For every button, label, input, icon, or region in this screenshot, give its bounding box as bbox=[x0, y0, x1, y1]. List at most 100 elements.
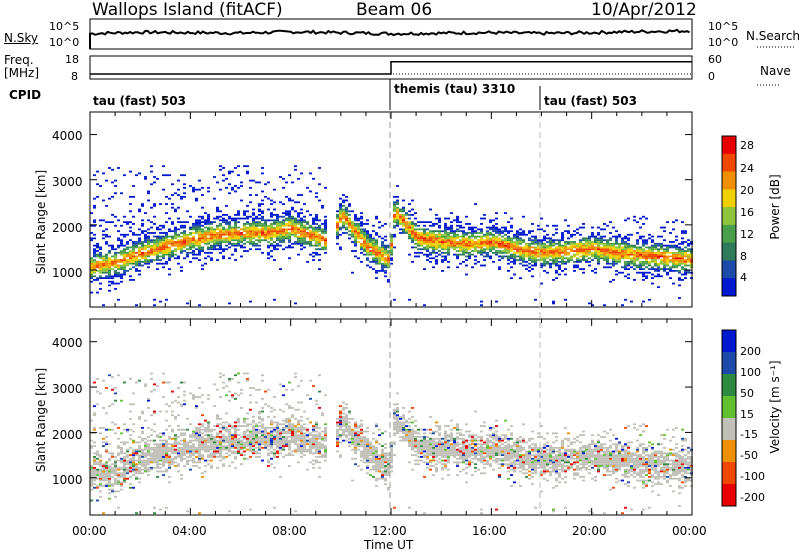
power-cell bbox=[603, 248, 606, 251]
power-cell bbox=[381, 242, 384, 245]
power-cell bbox=[273, 233, 276, 236]
power-cell bbox=[168, 197, 171, 200]
power-cell bbox=[300, 237, 303, 240]
power-cell bbox=[525, 250, 528, 252]
power-cell bbox=[291, 242, 294, 245]
power-cell bbox=[105, 275, 108, 278]
power-cell bbox=[459, 262, 462, 265]
power-cell bbox=[273, 230, 276, 233]
power-cell bbox=[234, 223, 237, 225]
velocity-cell bbox=[294, 426, 297, 429]
power-cell bbox=[501, 250, 504, 252]
velocity-cell bbox=[309, 450, 312, 453]
velocity-cell bbox=[123, 428, 126, 431]
power-cell bbox=[504, 246, 507, 249]
power-cell bbox=[576, 266, 579, 269]
velocity-cell bbox=[360, 441, 363, 444]
power-cell bbox=[258, 244, 261, 247]
power-cell bbox=[600, 246, 603, 249]
power-cell bbox=[456, 244, 459, 247]
velocity-cell bbox=[93, 475, 96, 478]
velocity-cell bbox=[141, 412, 144, 415]
velocity-cell bbox=[315, 456, 318, 458]
power-cell bbox=[138, 251, 141, 254]
velocity-cell bbox=[120, 457, 123, 460]
power-cell bbox=[276, 237, 279, 240]
power-cell bbox=[339, 248, 342, 251]
power-cell bbox=[135, 244, 138, 247]
velocity-cell bbox=[138, 459, 141, 462]
velocity-cell bbox=[270, 445, 273, 447]
power-cell bbox=[657, 235, 660, 238]
power-cell bbox=[138, 255, 141, 258]
power-cell bbox=[654, 246, 657, 249]
power-cell bbox=[297, 242, 300, 245]
velocity-cell bbox=[237, 452, 240, 455]
power-cell bbox=[279, 241, 282, 243]
velocity-cell bbox=[171, 437, 174, 440]
power-cell bbox=[378, 248, 381, 251]
power-cell bbox=[504, 248, 507, 251]
power-cell bbox=[198, 219, 201, 222]
velocity-cell bbox=[285, 445, 288, 447]
velocity-cell bbox=[174, 465, 177, 467]
velocity-cell bbox=[252, 419, 255, 422]
power-cell bbox=[597, 257, 600, 260]
power-cell bbox=[342, 223, 345, 225]
power-cell bbox=[267, 226, 270, 229]
xtick-2: 08:00 bbox=[272, 524, 307, 538]
power-cell bbox=[123, 257, 126, 260]
power-cell bbox=[180, 235, 183, 238]
power-cell bbox=[165, 233, 168, 236]
power-cell bbox=[294, 224, 297, 227]
power-cell bbox=[360, 221, 363, 224]
power-cell bbox=[270, 237, 273, 240]
power-cell bbox=[627, 262, 630, 265]
velocity-cell bbox=[222, 465, 225, 467]
power-cell bbox=[309, 172, 312, 175]
power-cell bbox=[495, 228, 498, 231]
velocity-cell bbox=[90, 465, 93, 467]
power-cell bbox=[246, 237, 249, 240]
power-cell bbox=[237, 210, 240, 213]
velocity-cell bbox=[255, 401, 258, 404]
power-ytick-4000: 4000 bbox=[52, 129, 83, 143]
power-cell bbox=[255, 181, 258, 184]
power-cell bbox=[318, 237, 321, 240]
power-cell bbox=[309, 190, 312, 193]
power-cell bbox=[552, 233, 555, 236]
power-cell bbox=[507, 239, 510, 242]
power-cell bbox=[516, 255, 519, 258]
power-cell bbox=[624, 298, 627, 301]
power-cell bbox=[558, 246, 561, 249]
velocity-cell bbox=[165, 470, 168, 473]
power-cell bbox=[105, 266, 108, 269]
power-cell bbox=[393, 298, 396, 301]
velocity-cell bbox=[177, 463, 180, 466]
power-cell bbox=[234, 217, 237, 220]
power-cell bbox=[564, 230, 567, 233]
velocity-cell bbox=[264, 439, 267, 442]
power-cell bbox=[183, 183, 186, 186]
power-cell bbox=[141, 223, 144, 225]
power-cell bbox=[579, 242, 582, 245]
power-cell bbox=[435, 239, 438, 242]
power-cell bbox=[375, 255, 378, 258]
power-cell bbox=[681, 232, 684, 234]
velocity-cell bbox=[282, 419, 285, 422]
velocity-cell bbox=[261, 407, 264, 409]
power-cell bbox=[231, 244, 234, 247]
power-cell bbox=[135, 241, 138, 243]
power-cell bbox=[156, 248, 159, 251]
power-cell bbox=[579, 259, 582, 261]
power-cell bbox=[447, 228, 450, 231]
power-cell bbox=[339, 217, 342, 220]
power-cell bbox=[630, 259, 633, 261]
velocity-cell bbox=[180, 428, 183, 431]
power-cell bbox=[459, 241, 462, 243]
velocity-cbar-tick-15: 15 bbox=[740, 408, 754, 421]
power-cell bbox=[651, 235, 654, 238]
velocity-cell bbox=[210, 443, 213, 446]
power-cell bbox=[435, 214, 438, 216]
power-cell bbox=[393, 206, 396, 209]
